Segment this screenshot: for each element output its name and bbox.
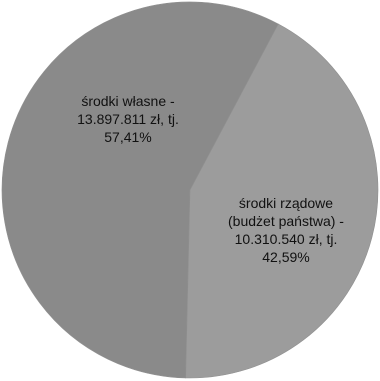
pie-slice — [1, 1, 279, 379]
slice-label-line: 42,59% — [262, 249, 310, 265]
slice-label-line: środki rządowe — [238, 195, 334, 211]
pie-slice — [185, 23, 379, 379]
slice-label-srodki-rzadowe: środki rządowe (budżet państwa) - 10.310… — [196, 194, 376, 266]
slice-label-srodki-wlasne: środki własne - 13.897.811 zł, tj. 57,41… — [48, 92, 208, 146]
slice-label-line: 13.897.811 zł, tj. — [77, 111, 179, 127]
slice-label-line: 10.310.540 zł, tj. — [234, 231, 338, 247]
slice-label-line: (budżet państwa) - — [228, 213, 344, 229]
slice-label-line: 57,41% — [104, 129, 152, 145]
slice-label-line: środki własne - — [81, 93, 175, 109]
